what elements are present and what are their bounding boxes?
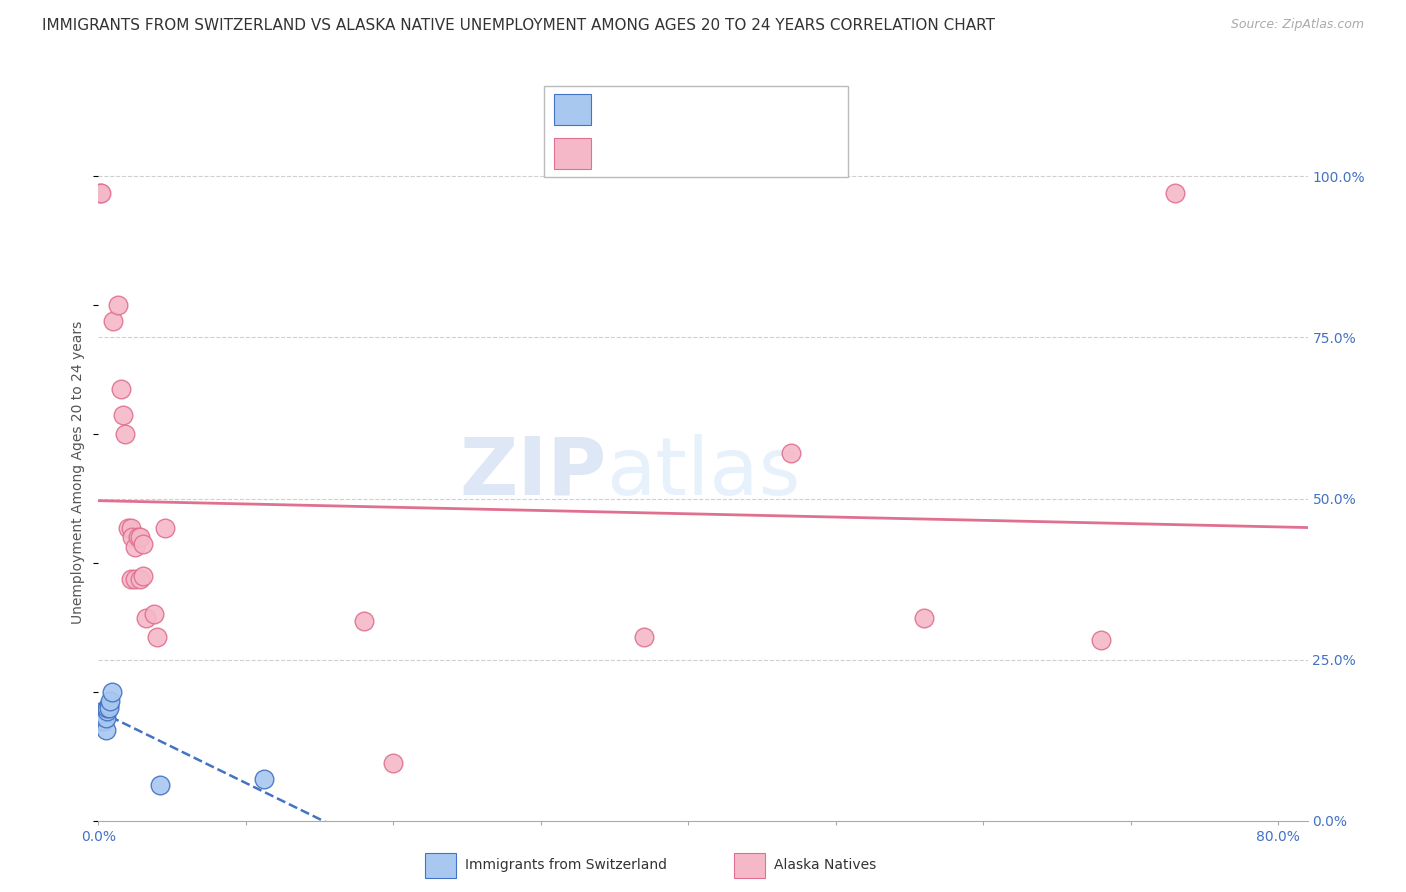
Point (97, 698, 120, 712)
Text: Immigrants from Switzerland: Immigrants from Switzerland (465, 858, 666, 872)
FancyBboxPatch shape (554, 95, 591, 125)
Point (912, 611, 935, 625)
Point (135, 611, 157, 625)
Point (107, 298, 129, 312)
FancyBboxPatch shape (734, 854, 765, 878)
Point (128, 530, 150, 544)
Point (131, 536, 153, 550)
Point (1164, 186, 1187, 200)
Text: atlas: atlas (606, 434, 800, 512)
Point (101, 314, 124, 328)
Point (1090, 633, 1112, 648)
Text: N =: N = (733, 146, 765, 161)
Text: Alaska Natives: Alaska Natives (775, 858, 876, 872)
Point (91, 710, 114, 724)
Text: R =: R = (603, 146, 634, 161)
Point (89, 186, 111, 200)
Text: 0.483: 0.483 (647, 146, 693, 161)
Point (117, 520, 139, 534)
Point (94, 710, 117, 724)
Point (120, 572, 142, 586)
Text: R =: R = (603, 102, 634, 117)
Point (353, 614, 375, 628)
Text: N =: N = (733, 102, 765, 117)
Point (780, 446, 803, 460)
FancyBboxPatch shape (544, 86, 848, 178)
Point (93, 707, 115, 722)
Point (252, 772, 274, 786)
Point (131, 569, 153, 583)
Point (124, 540, 146, 554)
Point (128, 572, 150, 586)
Point (91, 704, 114, 718)
Point (143, 607, 166, 622)
Point (127, 530, 149, 544)
Text: IMMIGRANTS FROM SWITZERLAND VS ALASKA NATIVE UNEMPLOYMENT AMONG AGES 20 TO 24 YE: IMMIGRANTS FROM SWITZERLAND VS ALASKA NA… (42, 18, 995, 33)
Point (121, 530, 143, 544)
Point (114, 427, 136, 442)
Point (93, 714, 115, 728)
Point (112, 408, 135, 422)
Point (90, 186, 112, 200)
Text: -0.070: -0.070 (647, 102, 699, 117)
Point (633, 630, 655, 644)
Point (382, 756, 405, 770)
Text: ZIP: ZIP (458, 434, 606, 512)
Point (120, 520, 142, 534)
FancyBboxPatch shape (554, 138, 591, 169)
Point (94, 723, 117, 738)
Point (100, 685, 122, 699)
Text: 12: 12 (776, 102, 797, 117)
Point (153, 520, 176, 534)
Point (96, 701, 118, 715)
Point (96, 704, 118, 718)
Point (90, 714, 112, 728)
Point (89, 707, 111, 722)
Point (124, 572, 146, 586)
Y-axis label: Unemployment Among Ages 20 to 24 years: Unemployment Among Ages 20 to 24 years (72, 321, 86, 624)
Point (98, 694, 121, 708)
Text: 38: 38 (776, 146, 797, 161)
Point (149, 778, 172, 792)
Text: Source: ZipAtlas.com: Source: ZipAtlas.com (1230, 18, 1364, 31)
Point (110, 382, 132, 396)
FancyBboxPatch shape (425, 854, 456, 878)
Point (97, 701, 120, 715)
Point (146, 630, 169, 644)
